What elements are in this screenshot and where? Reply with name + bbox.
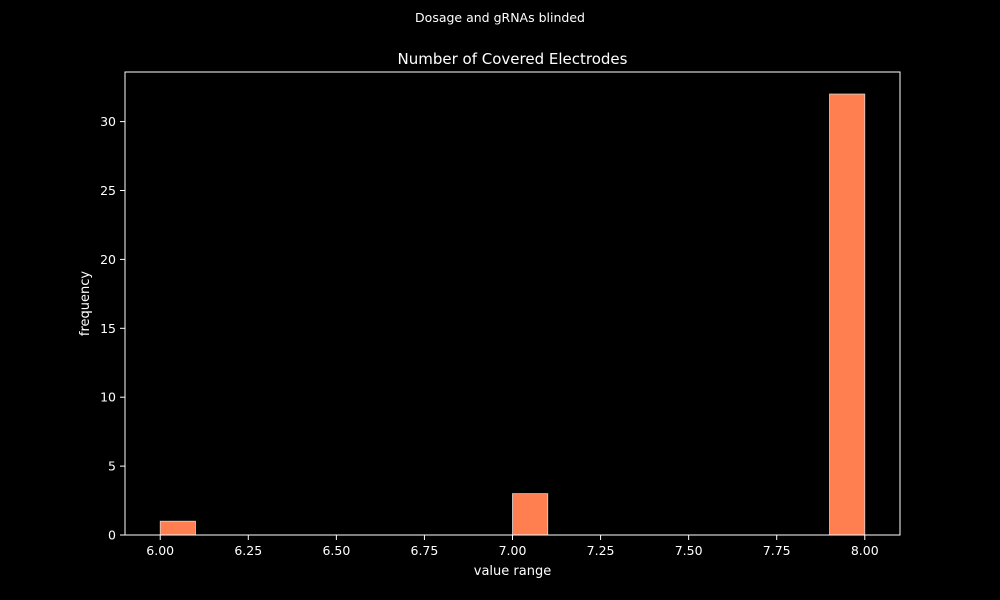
y-tick-label: 30 — [100, 114, 116, 129]
x-tick-label: 6.75 — [411, 543, 439, 558]
x-axis-ticks: 6.00 6.25 6.50 6.75 7.00 7.25 7.50 7.75 8.00 — [146, 535, 879, 558]
x-tick-label: 7.75 — [763, 543, 791, 558]
x-axis-label: value range — [474, 564, 551, 579]
x-tick-label: 7.50 — [675, 543, 703, 558]
y-tick-label: 15 — [100, 321, 116, 336]
y-tick-label: 25 — [100, 183, 116, 198]
x-tick-label: 8.00 — [851, 543, 879, 558]
x-tick-label: 6.50 — [322, 543, 350, 558]
x-tick-label: 6.25 — [234, 543, 262, 558]
histogram-bar-0 — [159, 520, 196, 536]
chart-title: Number of Covered Electrodes — [398, 50, 628, 68]
histogram-bar-2 — [829, 93, 866, 536]
y-axis-label: frequency — [78, 271, 93, 337]
x-tick-label: 6.00 — [146, 543, 174, 558]
y-tick-label: 10 — [100, 390, 116, 405]
plot-frame — [124, 71, 901, 536]
histogram-bar-1 — [512, 493, 549, 536]
figure-suptitle: Dosage and gRNAs blinded — [415, 10, 585, 25]
x-tick-label: 7.00 — [499, 543, 527, 558]
y-axis-ticks: 0 5 10 15 20 25 30 — [100, 114, 125, 543]
x-tick-label: 7.25 — [587, 543, 615, 558]
bars-group — [159, 93, 866, 536]
y-tick-label: 5 — [108, 459, 116, 474]
y-tick-label: 0 — [108, 528, 116, 543]
y-tick-label: 20 — [100, 252, 116, 267]
